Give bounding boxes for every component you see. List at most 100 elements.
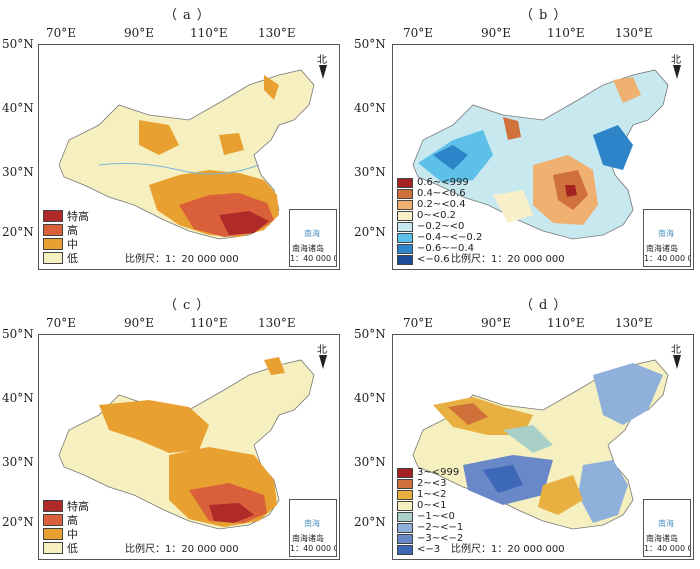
north-label: 北 [671, 345, 681, 356]
legend-item: 低 [43, 541, 89, 555]
map-svg [412, 69, 669, 240]
arrow-icon [319, 355, 327, 369]
region-neg [593, 363, 663, 425]
legend-item: 特高 [43, 209, 89, 223]
region-pos [503, 117, 521, 140]
region-very-high [219, 211, 269, 235]
legend-item: 特高 [43, 499, 89, 513]
region-pos [448, 403, 488, 425]
arrow-icon [673, 65, 681, 79]
legend-item: −0.4~<−0.2 [397, 232, 482, 243]
lon-tick: 110°E [190, 316, 228, 330]
legend-item: 低 [43, 251, 89, 265]
legend: 3~<999 2~<3 1~<2 0~<1 −1~<0 −2~<−1 −3~<−… [397, 467, 463, 555]
panel-d-label: （d） [520, 298, 573, 313]
lat-tick: 20°N [354, 225, 386, 239]
legend-item: −2~<−1 [397, 522, 463, 533]
lon-tick: 130°E [258, 316, 296, 330]
lat-tick: 30°N [354, 455, 386, 469]
lat-tick: 50°N [2, 37, 34, 51]
legend-item: 3~<999 [397, 467, 463, 478]
arrow-icon [319, 65, 327, 79]
map-frame: 北 0.6~<999 0.4~<0.6 0.2~<0.4 0~<0.2 −0.2… [392, 44, 694, 270]
north-arrow: 北 [669, 341, 685, 371]
legend-item: 高 [43, 513, 89, 527]
panel-c-label: （c） [164, 298, 216, 313]
inset-sea-label: 南海 [304, 519, 320, 528]
lat-tick: 20°N [2, 225, 34, 239]
north-arrow: 北 [315, 341, 331, 371]
legend-item: −1~<0 [397, 511, 463, 522]
lat-tick: 40°N [354, 391, 386, 405]
legend-item: 高 [43, 223, 89, 237]
region-medium [99, 400, 209, 453]
lat-tick: 30°N [2, 165, 34, 179]
arrow-icon [673, 355, 681, 369]
map-svg [58, 357, 315, 530]
region-neg [593, 125, 633, 170]
lon-tick: 110°E [547, 316, 585, 330]
map-svg [412, 359, 669, 530]
legend-item: <−3 [397, 544, 463, 555]
region-very-high [209, 503, 254, 523]
lon-tick: 70°E [46, 26, 77, 40]
inset-scale: 1：40 000 000 [290, 254, 336, 263]
inset-sea-label: 南海 [304, 229, 320, 238]
river [98, 162, 260, 175]
region-pos [538, 475, 583, 515]
lat-tick: 50°N [2, 327, 34, 341]
legend-item: 0.2~<0.4 [397, 199, 482, 210]
legend-item: 0~<1 [397, 500, 463, 511]
north-arrow: 北 [315, 51, 331, 81]
lon-tick: 130°E [258, 26, 296, 40]
inset-title: 南海诸岛 [292, 244, 324, 253]
lon-tick: 70°E [46, 316, 77, 330]
legend-item: 0.4~<0.6 [397, 188, 482, 199]
lon-tick: 90°E [481, 26, 512, 40]
region-neg [483, 465, 523, 493]
map-frame: 北 3~<999 2~<3 1~<2 0~<1 −1~<0 −2~<−1 −3~… [392, 334, 694, 560]
region-neg [578, 460, 628, 523]
legend-item: 1~<2 [397, 489, 463, 500]
inset-scale: 1：40 000 000 [644, 544, 690, 553]
region-medium [264, 357, 285, 375]
lon-tick: 90°E [124, 316, 155, 330]
region-medium [264, 75, 279, 100]
scale-text: 比例尺：1：20 000 000 [125, 254, 239, 265]
lat-tick: 30°N [2, 455, 34, 469]
north-arrow: 北 [669, 51, 685, 81]
panel-a-label: （a） [164, 8, 216, 23]
inset-map: 南海 南海诸岛 1：40 000 000 [643, 499, 691, 557]
lat-tick: 40°N [354, 101, 386, 115]
lon-tick: 70°E [403, 316, 434, 330]
lat-tick: 40°N [2, 391, 34, 405]
region-medium [139, 120, 179, 155]
legend-item: −3~<−2 [397, 533, 463, 544]
scale-text: 比例尺：1：20 000 000 [125, 544, 239, 555]
map-svg [58, 69, 315, 240]
legend: 0.6~<999 0.4~<0.6 0.2~<0.4 0~<0.2 −0.2~<… [397, 177, 482, 265]
inset-map: 南海 南海诸岛 1：40 000 000 [289, 209, 337, 267]
inset-scale: 1：40 000 000 [644, 254, 690, 263]
lon-tick: 110°E [190, 26, 228, 40]
north-label: 北 [317, 345, 327, 356]
lat-tick: 40°N [2, 101, 34, 115]
north-label: 北 [317, 55, 327, 66]
region-pos [613, 77, 641, 103]
map-frame: 北 特高 高 中 低 比例尺：1：20 000 000 南海 南海诸岛 1：40… [38, 334, 340, 560]
lon-tick: 90°E [481, 316, 512, 330]
legend-item: 0~<0.2 [397, 210, 482, 221]
legend-item: 2~<3 [397, 478, 463, 489]
lat-tick: 50°N [354, 327, 386, 341]
lon-tick: 130°E [615, 316, 653, 330]
inset-sea-label: 南海 [658, 519, 674, 528]
region-medium [219, 133, 244, 155]
map-frame: 北 特高 高 中 低 比例尺：1：20 000 000 南海 南海诸岛 1：40… [38, 44, 340, 270]
lon-tick: 90°E [124, 26, 155, 40]
legend-item: <−0.6 [397, 254, 482, 265]
north-label: 北 [671, 55, 681, 66]
legend-item: 中 [43, 237, 89, 251]
scale-text: 比例尺：1：20 000 000 [451, 544, 565, 555]
inset-map: 南海 南海诸岛 1：40 000 000 [643, 209, 691, 267]
region-neg [433, 145, 468, 170]
